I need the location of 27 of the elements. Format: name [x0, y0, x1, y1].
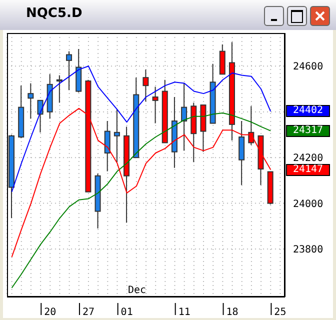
- line-series: [11, 66, 272, 192]
- text: 24147: [286, 164, 330, 176]
- candlestick: [142, 69, 149, 102]
- y-tick-label: 24600: [293, 62, 324, 73]
- candlestick: [238, 120, 245, 186]
- y-tick-label: 24000: [293, 198, 324, 210]
- candlestick: [28, 82, 34, 120]
- text: 24317: [286, 124, 330, 137]
- candlestick: [76, 48, 82, 93]
- x-tick-label: 01: [120, 307, 133, 318]
- candlestick: [104, 120, 110, 172]
- candlestick: [56, 74, 62, 104]
- candlestick: [66, 50, 72, 91]
- chart-title: NQC5.D: [26, 6, 82, 21]
- y-tick-label: 24200: [293, 153, 324, 164]
- candlestick: [181, 82, 188, 152]
- x-tick-label: 27: [82, 307, 95, 318]
- x-tick-label: 11: [178, 307, 190, 318]
- candlestick: [219, 44, 226, 75]
- y-tick-label: 23800: [293, 244, 324, 256]
- x-tick-label: 25: [274, 307, 286, 318]
- candlestick: [114, 109, 120, 163]
- annotation: Dec: [128, 285, 146, 296]
- x-tick-label: 18: [226, 307, 238, 318]
- text: 24402: [286, 105, 330, 118]
- candlestick: [152, 86, 158, 124]
- x-tick-label: 20: [44, 307, 56, 318]
